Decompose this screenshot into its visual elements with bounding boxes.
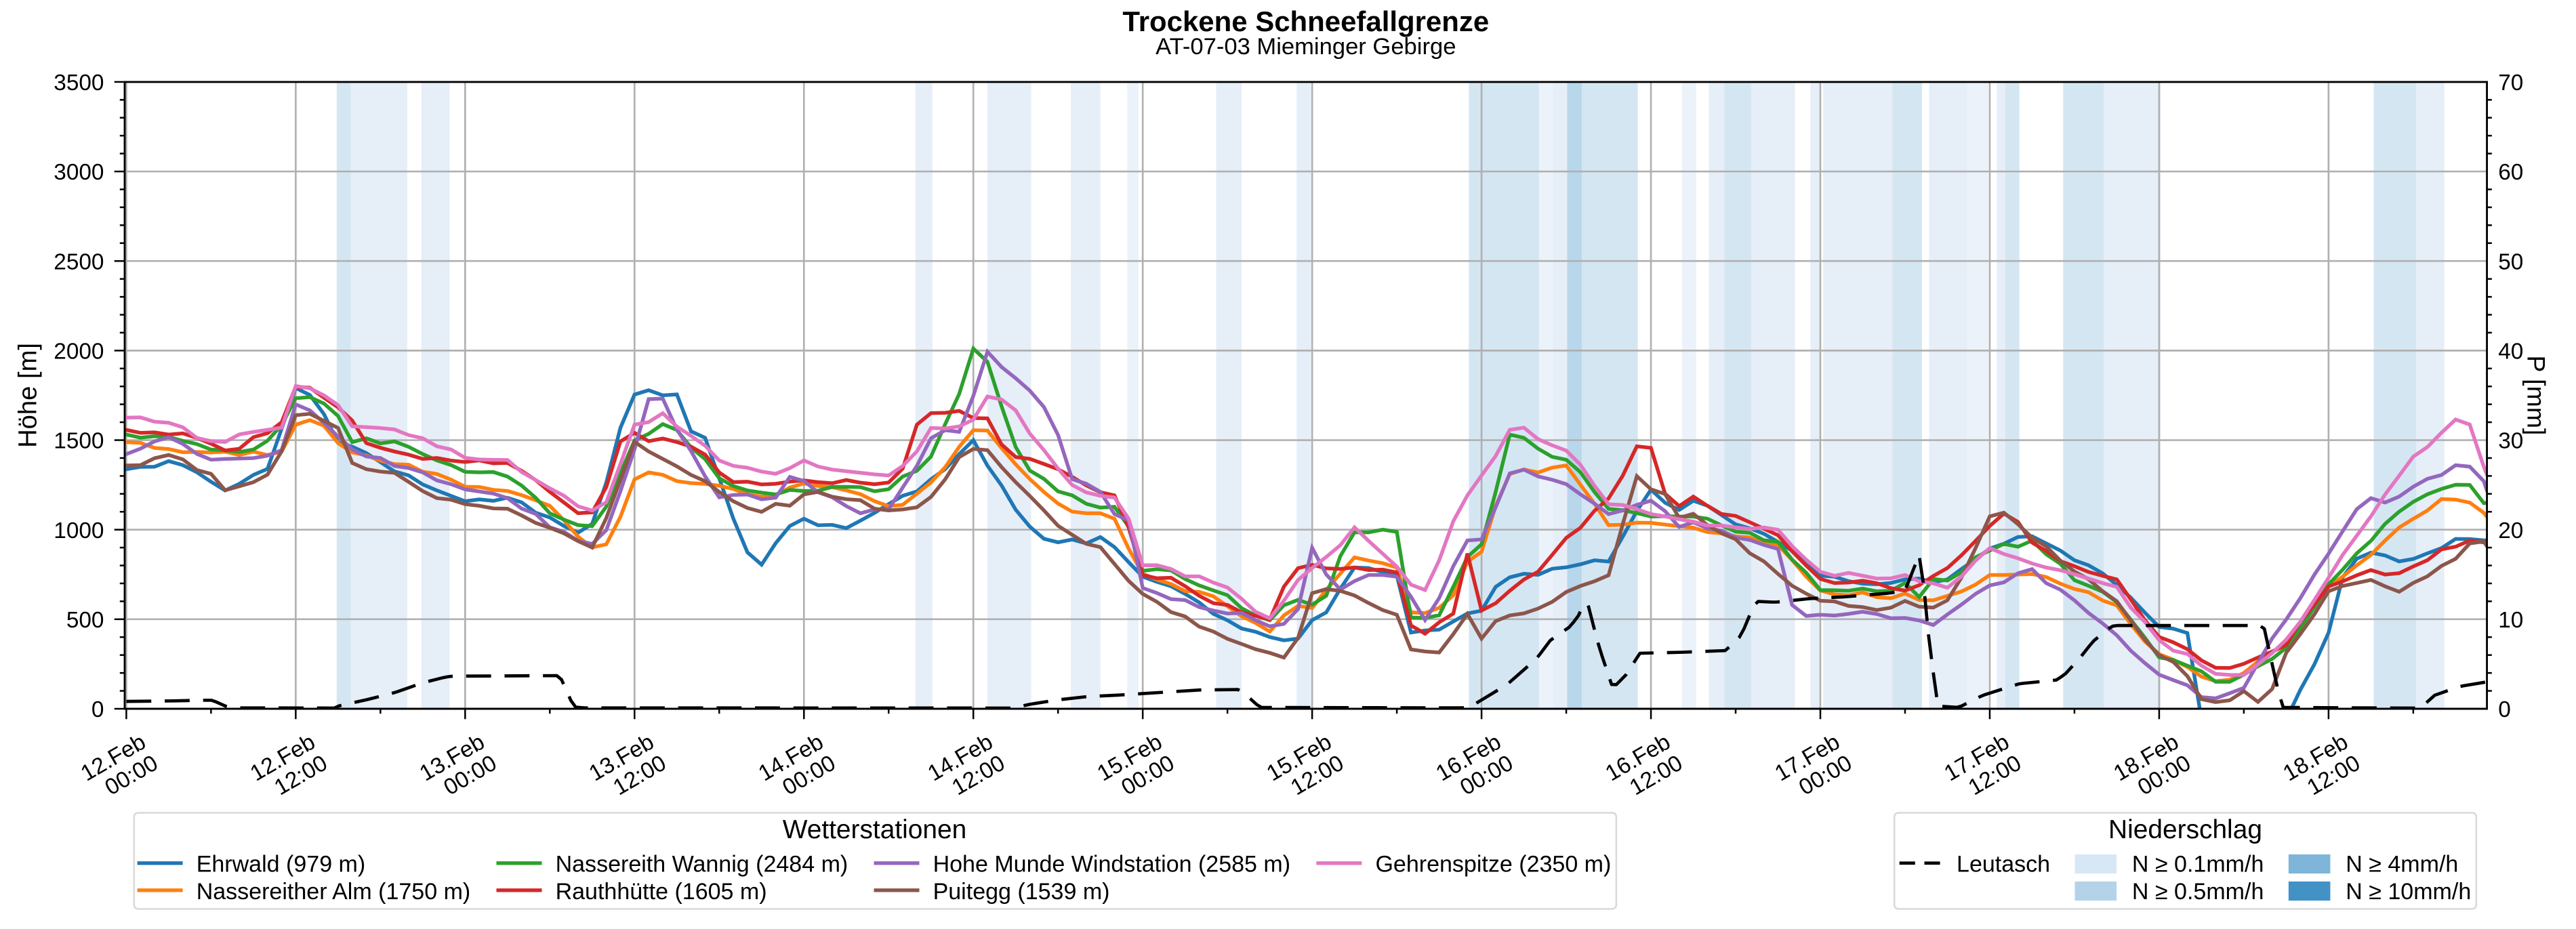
svg-text:N ≥ 0.5mm/h: N ≥ 0.5mm/h [2132, 879, 2264, 905]
svg-text:N ≥ 4mm/h: N ≥ 4mm/h [2346, 852, 2458, 878]
svg-text:Gehrenspitze (2350 m): Gehrenspitze (2350 m) [1375, 852, 1611, 878]
svg-text:Trockene Schneefallgrenze: Trockene Schneefallgrenze [1122, 5, 1489, 37]
svg-text:N ≥ 10mm/h: N ≥ 10mm/h [2346, 879, 2471, 905]
svg-text:Ehrwald (979 m): Ehrwald (979 m) [197, 852, 366, 878]
svg-text:30: 30 [2498, 429, 2523, 454]
svg-text:0: 0 [91, 697, 104, 722]
svg-text:1500: 1500 [54, 429, 104, 454]
svg-text:70: 70 [2498, 70, 2523, 96]
svg-text:50: 50 [2498, 249, 2523, 274]
svg-text:AT-07-03 Mieminger Gebirge: AT-07-03 Mieminger Gebirge [1156, 34, 1456, 60]
svg-text:Nassereith Wannig (2484 m): Nassereith Wannig (2484 m) [556, 852, 849, 878]
svg-text:2000: 2000 [54, 339, 104, 364]
svg-text:2500: 2500 [54, 249, 104, 274]
svg-text:Hohe Munde Windstation (2585 m: Hohe Munde Windstation (2585 m) [933, 852, 1291, 878]
svg-text:10: 10 [2498, 608, 2523, 633]
svg-text:Nassereither Alm (1750 m): Nassereither Alm (1750 m) [197, 879, 471, 905]
svg-text:40: 40 [2498, 339, 2523, 364]
svg-text:Puitegg (1539 m): Puitegg (1539 m) [933, 879, 1110, 905]
svg-text:Höhe [m]: Höhe [m] [13, 343, 42, 448]
svg-text:3000: 3000 [54, 160, 104, 185]
svg-text:0: 0 [2498, 697, 2511, 722]
svg-text:Leutasch: Leutasch [1957, 852, 2050, 878]
svg-text:60: 60 [2498, 160, 2523, 185]
svg-text:N ≥ 0.1mm/h: N ≥ 0.1mm/h [2132, 852, 2264, 878]
svg-text:Wetterstationen: Wetterstationen [783, 815, 967, 844]
svg-text:P [mm]: P [mm] [2522, 355, 2550, 435]
svg-text:3500: 3500 [54, 70, 104, 96]
svg-text:20: 20 [2498, 518, 2523, 543]
svg-text:Rauthhütte (1605 m): Rauthhütte (1605 m) [556, 879, 767, 905]
svg-text:Niederschlag: Niederschlag [2108, 815, 2262, 844]
svg-text:500: 500 [66, 608, 104, 633]
svg-text:1000: 1000 [54, 518, 104, 543]
